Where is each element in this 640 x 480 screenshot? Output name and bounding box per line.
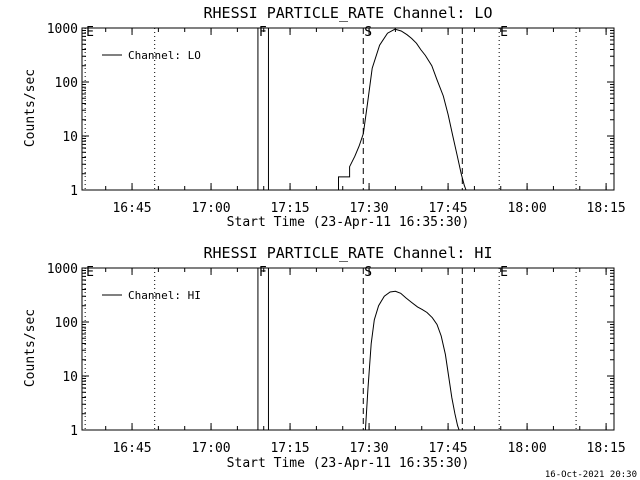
x-tick-label: 17:00 (191, 441, 230, 456)
y-tick-label: 1000 (47, 262, 78, 277)
x-tick-label: 17:30 (349, 201, 388, 216)
series-line-hi (364, 290, 460, 431)
footer-timestamp: 16-Oct-2021 20:30 (545, 470, 637, 480)
legend-label-hi: Channel: HI (128, 289, 201, 302)
event-marker-label: F (259, 265, 267, 280)
plot-frame-hi (81, 267, 615, 431)
event-marker-label: F (259, 25, 267, 40)
plot-area-lo: 1 10 100 1000 16:45 17:00 17:15 17:30 17:45 18:00… (47, 22, 626, 216)
chart-panel-hi: RHESSI PARTICLE_RATE Channel: HI 1101001… (23, 244, 626, 471)
x-tick-label: 16:45 (112, 441, 151, 456)
event-marker-label: E (86, 265, 94, 280)
x-tick-label: 17:15 (270, 441, 309, 456)
plot-area-hi: 1 10 100 1000 16:45 17:00 17:15 17:30 17:45 18:00… (47, 262, 626, 456)
plot-frame-lo (81, 27, 615, 191)
x-tick-label: 17:45 (429, 201, 468, 216)
chart-panel-lo: RHESSI PARTICLE_RATE Channel: LO 1101001… (23, 4, 626, 230)
x-tick-label: 18:00 (508, 201, 547, 216)
event-marker-label: E (500, 25, 508, 40)
event-marker-label: S (364, 265, 372, 280)
x-tick-label: 17:45 (429, 441, 468, 456)
y-tick-label: 1 (70, 424, 78, 439)
y-tick-label: 10 (62, 130, 78, 145)
y-tick-label: 100 (55, 76, 78, 91)
chart-title-hi: RHESSI PARTICLE_RATE Channel: HI (204, 244, 493, 262)
y-tick-label: 1 (70, 184, 78, 199)
x-tick-label: 17:00 (191, 201, 230, 216)
series-line-lo (338, 28, 467, 191)
chart-title-lo: RHESSI PARTICLE_RATE Channel: LO (204, 4, 493, 22)
x-tick-label: 18:00 (508, 441, 547, 456)
x-tick-label: 18:15 (587, 201, 626, 216)
x-tick-label: 17:30 (349, 441, 388, 456)
x-tick-label: 17:15 (270, 201, 309, 216)
x-tick-label: 16:45 (112, 201, 151, 216)
legend-label-lo: Channel: LO (128, 49, 201, 62)
x-tick-label: 18:15 (587, 441, 626, 456)
x-axis-label-lo: Start Time (23-Apr-11 16:35:30) (227, 215, 470, 230)
y-axis-label-hi: Counts/sec (23, 309, 38, 387)
y-tick-label: 100 (55, 316, 78, 331)
event-marker-label: E (500, 265, 508, 280)
event-marker-label: E (86, 25, 94, 40)
x-axis-label-hi: Start Time (23-Apr-11 16:35:30) (227, 456, 470, 471)
event-marker-label: S (364, 25, 372, 40)
y-axis-label-lo: Counts/sec (23, 69, 38, 147)
y-tick-label: 10 (62, 370, 78, 385)
y-tick-label: 1000 (47, 22, 78, 37)
